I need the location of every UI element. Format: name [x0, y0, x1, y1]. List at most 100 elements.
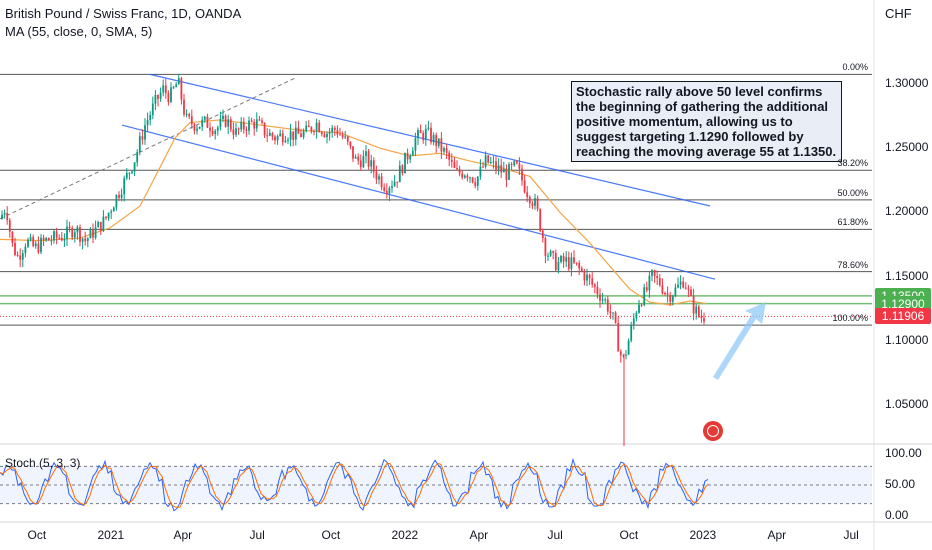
candle-body	[292, 131, 295, 140]
price-tick-label: 1.05000	[885, 397, 929, 411]
candle-body	[125, 173, 128, 179]
candle-body	[487, 155, 490, 163]
candle-body	[79, 227, 81, 242]
candle-body	[424, 128, 427, 140]
candle-body	[398, 165, 401, 183]
candle-body	[107, 212, 110, 219]
time-tick-label: Jul	[249, 528, 265, 542]
channel-upper-line	[149, 73, 711, 207]
candle-body	[612, 312, 614, 314]
candle-body	[354, 156, 357, 159]
candle-body	[417, 129, 419, 139]
candle-body	[81, 238, 84, 242]
candle-body	[274, 136, 276, 141]
candle-body	[677, 284, 679, 288]
candle-body	[352, 146, 354, 159]
flag-icon[interactable]	[703, 421, 723, 441]
candle-body	[617, 322, 620, 352]
candle-body	[21, 253, 24, 260]
candle-body	[664, 293, 666, 295]
candle-body	[154, 95, 157, 104]
candle-body	[497, 165, 500, 170]
candle-body	[687, 288, 690, 290]
candle-body	[131, 171, 133, 173]
analysis-note[interactable]: Stochastic rally above 50 level confirms…	[571, 81, 842, 162]
fib-label: 38.20%	[837, 158, 868, 169]
candle-body	[599, 294, 601, 301]
candle-body	[34, 243, 37, 247]
price-tick-label: 1.30000	[885, 76, 929, 90]
ma-indicator-label[interactable]: MA (55, close, 0, SMA, 5)	[5, 24, 153, 39]
candle-body	[19, 255, 22, 260]
candle-body	[528, 196, 531, 204]
candle-body	[471, 177, 474, 183]
candle-body	[276, 136, 279, 141]
candle-body	[313, 131, 315, 133]
candle-body	[294, 127, 297, 140]
candle-body	[500, 165, 503, 173]
candle-body	[552, 251, 555, 253]
candle-body	[414, 138, 417, 151]
candle-body	[248, 120, 250, 131]
candle-body	[557, 261, 560, 271]
candle-body	[157, 95, 159, 99]
chart-title[interactable]: British Pound / Swiss Franc, 1D, OANDA	[5, 6, 242, 21]
candle-body	[622, 355, 625, 357]
candle-body	[146, 120, 149, 126]
time-tick-label: Apr	[173, 528, 193, 542]
candle-body	[346, 136, 349, 142]
candle-body	[596, 286, 599, 295]
candle-body	[518, 163, 521, 169]
candle-body	[510, 164, 513, 166]
candle-body	[193, 124, 196, 131]
candle-body	[268, 132, 271, 136]
stoch-indicator-label[interactable]: Stoch (5, 3, 3)	[5, 456, 81, 470]
price-tick-label: 1.25000	[885, 140, 929, 155]
candle-body	[339, 134, 341, 136]
candle-body	[435, 135, 438, 146]
candle-body	[432, 135, 435, 143]
candle-body	[531, 203, 534, 206]
candle-body	[323, 133, 326, 138]
candle-body	[141, 136, 144, 140]
candle-body	[401, 165, 404, 174]
price-tick-label: 1.15000	[885, 268, 929, 283]
candle-body	[305, 125, 308, 132]
candle-body	[159, 92, 162, 99]
candle-body	[515, 161, 518, 164]
candle-body	[172, 87, 175, 89]
candle-body	[315, 122, 318, 132]
candle-body	[55, 231, 58, 238]
candle-body	[560, 255, 562, 262]
time-tick-label: Jul	[547, 528, 563, 542]
candle-body	[385, 190, 388, 194]
candle-body	[229, 119, 232, 130]
candle-body	[307, 125, 310, 128]
candle-body	[703, 318, 705, 322]
candle-body	[695, 306, 698, 314]
candle-body	[201, 119, 204, 127]
candle-body	[476, 176, 479, 186]
candle-body	[216, 127, 219, 131]
candle-body	[684, 287, 687, 289]
candle-body	[190, 116, 193, 125]
candle-body	[336, 129, 339, 135]
candle-body	[120, 194, 123, 198]
candle-body	[14, 242, 16, 256]
candle-body	[521, 168, 523, 181]
candle-body	[669, 295, 672, 302]
candle-body	[24, 246, 27, 254]
candle-body	[445, 148, 448, 153]
time-tick-label: Oct	[619, 528, 639, 542]
candle-body	[547, 255, 549, 257]
candle-body	[86, 238, 89, 242]
candle-body	[133, 162, 136, 172]
price-tag: 1.12900	[875, 295, 931, 312]
candle-body	[266, 135, 269, 137]
candle-body	[102, 216, 105, 231]
candle-body	[42, 237, 45, 241]
candle-body	[380, 176, 383, 188]
candle-body	[539, 209, 542, 231]
candle-body	[422, 133, 425, 140]
